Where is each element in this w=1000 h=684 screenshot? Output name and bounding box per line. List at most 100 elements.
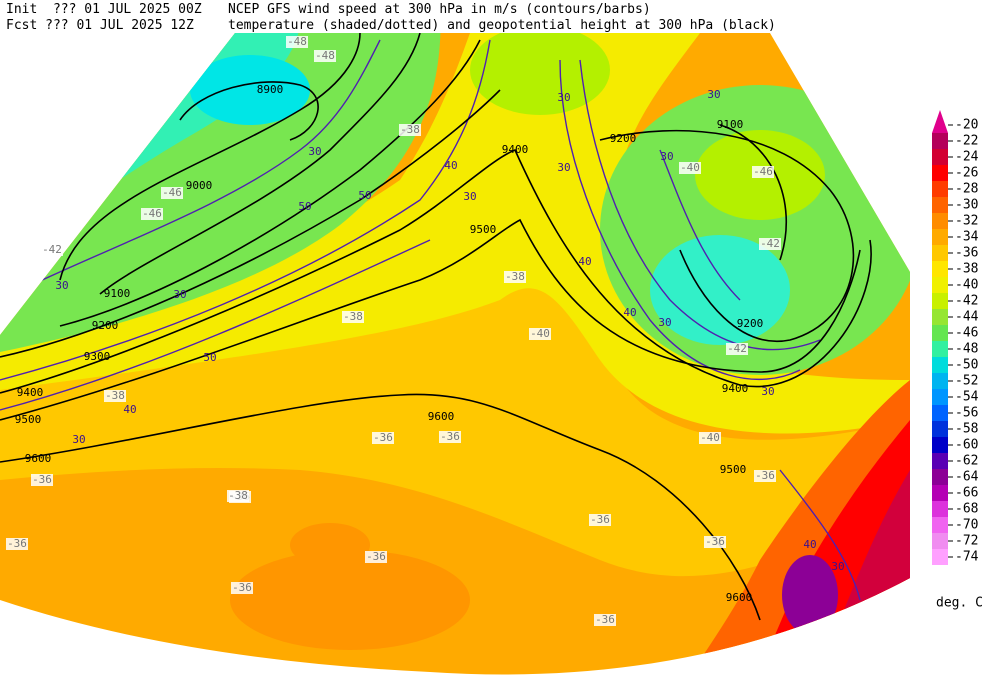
temp-label: -42 bbox=[727, 342, 747, 355]
wind-label: 30 bbox=[173, 288, 186, 301]
label-box bbox=[726, 343, 748, 355]
colorbar: -20-22-24-26-28-30-32-34-36-38-40-42-44-… bbox=[932, 110, 979, 565]
wind-label: 30 bbox=[831, 560, 844, 573]
colorbar-label: -26 bbox=[955, 166, 978, 181]
wind-label: 40 bbox=[444, 159, 457, 172]
colorbar-box bbox=[932, 533, 948, 549]
label-box bbox=[589, 514, 611, 526]
colorbar-label: -70 bbox=[955, 518, 978, 533]
wind-contours bbox=[0, 39, 861, 601]
fcst-label: Fcst ??? 01 JUL 2025 12Z bbox=[6, 18, 194, 33]
label-box bbox=[699, 432, 721, 444]
colorbar-label: -54 bbox=[955, 390, 979, 405]
colorbar-cap bbox=[932, 110, 948, 133]
temp-label: -38 bbox=[105, 389, 125, 402]
colorbar-box bbox=[932, 421, 948, 437]
colorbar-box bbox=[932, 133, 948, 149]
height-contours bbox=[0, 33, 872, 621]
wind-label: 30 bbox=[658, 316, 671, 329]
height-label: 9000 bbox=[186, 179, 213, 192]
colorbar-label: -42 bbox=[955, 294, 978, 309]
label-box bbox=[365, 551, 387, 563]
label-box bbox=[594, 614, 616, 626]
height-label: 9600 bbox=[25, 452, 52, 465]
colorbar-label: -28 bbox=[955, 182, 978, 197]
colorbar-label: -68 bbox=[955, 502, 978, 517]
label-box bbox=[754, 470, 776, 482]
colorbar-label: -20 bbox=[955, 118, 978, 133]
temp-label: -48 bbox=[287, 35, 307, 48]
temp-label: -36 bbox=[7, 537, 27, 550]
temp-label: -36 bbox=[590, 513, 610, 526]
init-label: Init ??? 01 JUL 2025 00Z bbox=[6, 2, 202, 17]
label-box bbox=[141, 208, 163, 220]
colorbar-label: -62 bbox=[955, 454, 978, 469]
colorbar-label: -38 bbox=[955, 262, 978, 277]
colorbar-label: -60 bbox=[955, 438, 978, 453]
label-box bbox=[286, 36, 308, 48]
temp-label: -46 bbox=[753, 165, 773, 178]
label-box bbox=[314, 50, 336, 62]
temp-label: -38 bbox=[400, 123, 420, 136]
colorbar-label: -46 bbox=[955, 326, 978, 341]
label-box bbox=[104, 390, 126, 402]
colorbar-label: -56 bbox=[955, 406, 978, 421]
colorbar-label: -24 bbox=[955, 150, 979, 165]
colorbar-box bbox=[932, 149, 948, 165]
wind-label: 40 bbox=[623, 306, 636, 319]
colorbar-box bbox=[932, 229, 948, 245]
temp-label: -36 bbox=[755, 469, 775, 482]
wind-label: 30 bbox=[707, 88, 720, 101]
colorbar-label: -64 bbox=[955, 470, 979, 485]
colorbar-box bbox=[932, 245, 948, 261]
height-label: 9500 bbox=[720, 463, 747, 476]
label-box bbox=[399, 124, 421, 136]
wind-label: 40 bbox=[123, 403, 136, 416]
temp-label: -40 bbox=[530, 327, 550, 340]
colorbar-label: -36 bbox=[955, 246, 978, 261]
height-label: 9200 bbox=[610, 132, 637, 145]
field bbox=[290, 523, 370, 567]
temp-label: -42 bbox=[760, 237, 780, 250]
field bbox=[0, 180, 910, 577]
wind-label: 30 bbox=[557, 161, 570, 174]
label-box bbox=[679, 162, 701, 174]
wind-label: 40 bbox=[578, 255, 591, 268]
wind-label: 30 bbox=[660, 150, 673, 163]
temp-label: -36 bbox=[366, 550, 386, 563]
temp-label: -38 bbox=[228, 489, 248, 502]
label-box bbox=[439, 431, 461, 443]
colorbar-label: -22 bbox=[955, 134, 978, 149]
colorbar-label: -44 bbox=[955, 310, 979, 325]
height-label: 9500 bbox=[470, 223, 497, 236]
height-label: 8900 bbox=[257, 83, 284, 96]
height-label: 9400 bbox=[17, 386, 44, 399]
height-label: 9200 bbox=[737, 317, 764, 330]
temp-label: -36 bbox=[232, 581, 252, 594]
wind-label: 50 bbox=[358, 189, 371, 202]
label-box bbox=[31, 474, 53, 486]
colorbar-box bbox=[932, 165, 948, 181]
temp-label: -42 bbox=[42, 243, 62, 256]
label-box bbox=[342, 311, 364, 323]
height-label: 9200 bbox=[92, 319, 119, 332]
field bbox=[190, 55, 310, 125]
label-box bbox=[6, 538, 28, 550]
height-label: 9400 bbox=[722, 382, 749, 395]
wind-label: 30 bbox=[557, 91, 570, 104]
wind-label: 30 bbox=[55, 279, 68, 292]
colorbar-box bbox=[932, 341, 948, 357]
label-box bbox=[759, 238, 781, 250]
field bbox=[230, 550, 470, 650]
height-label: 9600 bbox=[428, 410, 455, 423]
height-label: 9600 bbox=[726, 591, 753, 604]
colorbar-label: -72 bbox=[955, 534, 978, 549]
field bbox=[0, 33, 910, 434]
colorbar-box bbox=[932, 453, 948, 469]
wind-label: 30 bbox=[308, 145, 321, 158]
temp-label: -46 bbox=[142, 207, 162, 220]
colorbar-label: -30 bbox=[955, 198, 978, 213]
